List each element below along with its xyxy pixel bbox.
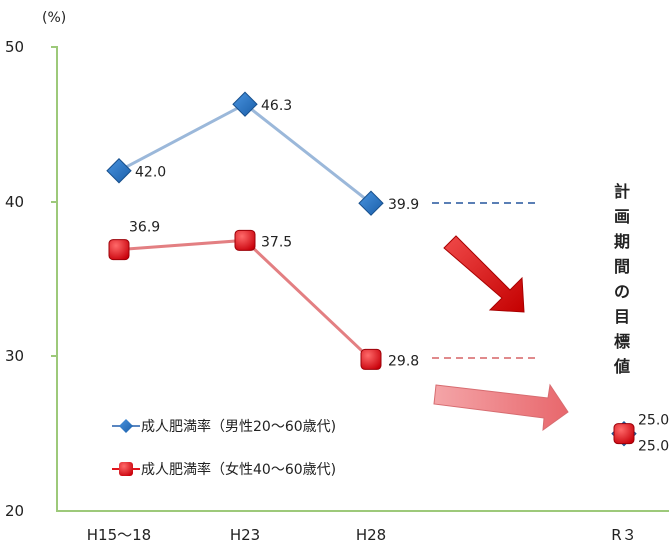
- male-data-label: 42.0: [135, 165, 166, 181]
- annotation-char: 間: [614, 257, 630, 276]
- female-data-point: [360, 348, 382, 370]
- female-data-label: 29.8: [388, 353, 419, 369]
- y-tick-label-40: 40: [5, 193, 24, 211]
- male-data-point: [232, 91, 258, 117]
- annotation-char: 画: [614, 207, 630, 226]
- male-data-label: 39.9: [388, 197, 419, 213]
- legend: 成人肥満率（男性20～60歳代) 成人肥満率（女性40～60歳代): [112, 418, 336, 478]
- legend-female-label: 成人肥満率（女性40～60歳代): [141, 461, 336, 478]
- target-annotation: 計 画 期 間 の 目 標 値: [613, 182, 630, 376]
- male-series-line: [118, 102, 372, 205]
- female-data-point: [234, 229, 256, 251]
- y-tick-label-20: 20: [5, 502, 24, 520]
- red-down-arrow-icon: [443, 235, 525, 313]
- annotation-char: 標: [614, 332, 630, 351]
- female-data-label: 37.5: [261, 234, 292, 250]
- male-data-label: 46.3: [261, 98, 292, 114]
- female-series-line: [118, 238, 373, 361]
- male-data-point: [106, 158, 132, 184]
- female-target-point: [613, 423, 635, 445]
- x-tick-label-r3: R３: [611, 526, 636, 544]
- annotation-char: 目: [614, 307, 630, 326]
- legend-male-label: 成人肥満率（男性20～60歳代): [141, 418, 336, 435]
- y-tick-label-50: 50: [5, 38, 24, 56]
- x-tick-label-h15-18: H15～18: [87, 526, 151, 544]
- legend-female-square-icon: [119, 462, 133, 476]
- legend-male-diamond-icon: [119, 419, 133, 433]
- target-data-label: 25.0: [638, 439, 669, 455]
- y-tick-label-30: 30: [5, 347, 24, 365]
- annotation-char: 値: [613, 357, 630, 376]
- target-data-label: 25.0: [638, 413, 669, 429]
- x-tick-label-h28: H28: [356, 526, 386, 544]
- annotation-char: 計: [614, 182, 630, 201]
- pink-right-arrow-icon: [433, 383, 569, 432]
- annotation-char: の: [614, 282, 630, 301]
- x-tick-label-h23: H23: [230, 526, 260, 544]
- annotation-char: 期: [614, 232, 630, 251]
- female-data-point: [108, 239, 130, 261]
- y-unit-label: (%): [42, 10, 66, 26]
- male-data-point: [358, 190, 384, 216]
- female-data-label: 36.9: [129, 220, 160, 236]
